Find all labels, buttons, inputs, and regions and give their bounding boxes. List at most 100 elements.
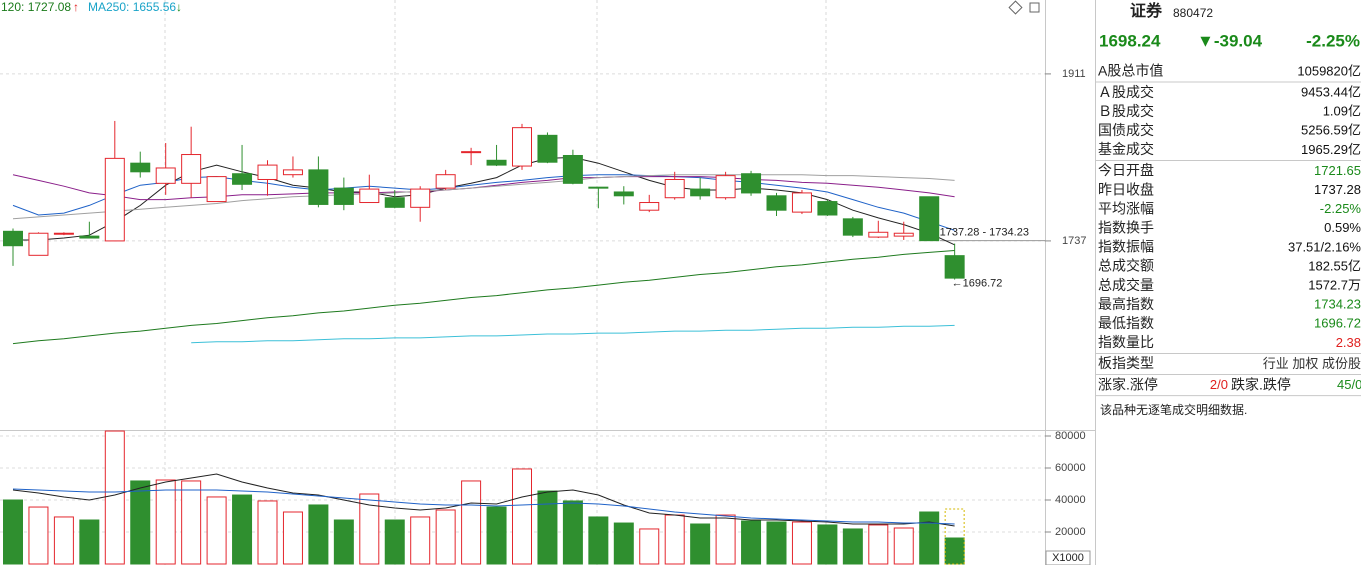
volume-bar (486, 506, 507, 565)
volume-bar (359, 493, 380, 565)
volume-bar (919, 511, 940, 565)
candle-body (28, 232, 49, 256)
candle-body (690, 188, 711, 197)
row-value: 37.51/2.16% (1288, 239, 1361, 254)
candle-body (944, 255, 965, 279)
row-label: 指数量比 (1098, 334, 1154, 350)
candle-body (384, 197, 405, 208)
volume-bar (257, 500, 278, 565)
down-label: 跌家.跌停 (1231, 376, 1291, 392)
row-label: A股总市值 (1098, 63, 1163, 79)
candle-body (435, 174, 456, 189)
candle-body (715, 175, 736, 199)
volume-bar (588, 516, 609, 565)
volume-bar (512, 468, 532, 565)
candle-body (537, 134, 558, 163)
ma120-label: 120: 1727.08 (1, 0, 71, 14)
candle-body (893, 232, 914, 237)
candle-body (257, 164, 278, 180)
candle-body (155, 167, 176, 184)
security-code: 880472 (1173, 6, 1213, 20)
volume-bar (282, 511, 303, 565)
volume-bar (868, 524, 889, 565)
y-tick-label: 40000 (1055, 494, 1086, 506)
candle-body (3, 230, 23, 247)
pct-change: -2.25% (1306, 31, 1360, 50)
row-label: 总成交量 (1098, 277, 1154, 293)
volume-bar (410, 516, 431, 565)
candle-body (588, 186, 609, 189)
volume-bar (79, 519, 100, 565)
window-button[interactable] (1029, 2, 1040, 13)
ma-line (12, 250, 955, 345)
volume-bar (181, 480, 202, 565)
volume-bar (232, 494, 253, 565)
volume-bar (333, 519, 354, 565)
candle-body (512, 127, 532, 167)
candle-body (461, 151, 482, 154)
row-value: 5256.59亿 (1301, 123, 1361, 138)
candle-body (741, 173, 762, 194)
candle-body (282, 169, 303, 176)
candle-body (562, 154, 583, 184)
row-label: 最高指数 (1098, 296, 1154, 312)
row-value: 1.09亿 (1323, 104, 1361, 119)
candle-body (919, 196, 940, 242)
y-tick-label: 1911 (1062, 68, 1086, 80)
candle-body (232, 173, 253, 185)
candle-body (333, 187, 354, 205)
layout (0, 0, 1096, 565)
y-tick-label: 1737 (1062, 235, 1086, 247)
price-change: ▼-39.04 (1197, 31, 1263, 50)
row-value: 182.55亿 (1308, 258, 1361, 273)
candle-body (664, 178, 685, 199)
row-value: 1734.23 (1314, 297, 1361, 312)
candle-body (486, 159, 507, 166)
volume-bar (690, 523, 711, 565)
volume-unit: X1000 (1052, 552, 1084, 564)
row-value: 2.38 (1336, 335, 1361, 350)
row-value: 1696.72 (1314, 316, 1361, 331)
candle-body (613, 191, 634, 197)
ma-line (12, 488, 955, 525)
ma250-label: MA250: 1655.56 (88, 0, 176, 14)
volume-bar (741, 520, 762, 565)
volume-bar (435, 509, 456, 565)
row-label: 基金成交 (1098, 141, 1154, 157)
y-tick-label: 80000 (1055, 430, 1086, 442)
volume-bar (384, 519, 405, 565)
up-value: 2/0 (1210, 377, 1228, 392)
ma250-arrow: ↓ (176, 0, 182, 14)
volume-bar (613, 522, 634, 565)
volume-bar (3, 499, 23, 565)
forecast-volume (944, 508, 965, 565)
row-value: 行业 加权 成份股 (1263, 356, 1361, 371)
diamond-button[interactable] (1008, 0, 1023, 15)
row-label: Ｂ股成交 (1098, 103, 1154, 119)
candle-body (53, 232, 74, 235)
candle-body (868, 231, 889, 238)
row-value: 1965.29亿 (1301, 142, 1361, 157)
volume-bar (766, 521, 787, 565)
row-value: 0.59% (1324, 220, 1361, 235)
row-value: 1737.28 (1314, 182, 1361, 197)
row-label: 总成交额 (1098, 258, 1154, 274)
candle-body (104, 157, 125, 242)
candle-body (766, 195, 787, 211)
row-label: 指数振幅 (1098, 239, 1154, 255)
volume-bar (791, 521, 812, 565)
candle-body (791, 192, 812, 213)
candle-body (410, 188, 431, 208)
volume-bar (664, 514, 685, 565)
volume-bar (817, 524, 838, 565)
row-value: 1572.7万 (1308, 278, 1361, 293)
row-label: 指数换手 (1098, 220, 1154, 236)
ma-line (191, 324, 955, 344)
volume-bar (562, 500, 583, 565)
volume-bar (893, 527, 914, 565)
note: 该品种无逐笔成交明细数据. (1100, 402, 1247, 417)
row-label: Ａ股成交 (1098, 84, 1154, 100)
ma-line (13, 156, 955, 246)
row-label: 今日开盘 (1098, 162, 1154, 178)
volume-bar (308, 504, 329, 565)
